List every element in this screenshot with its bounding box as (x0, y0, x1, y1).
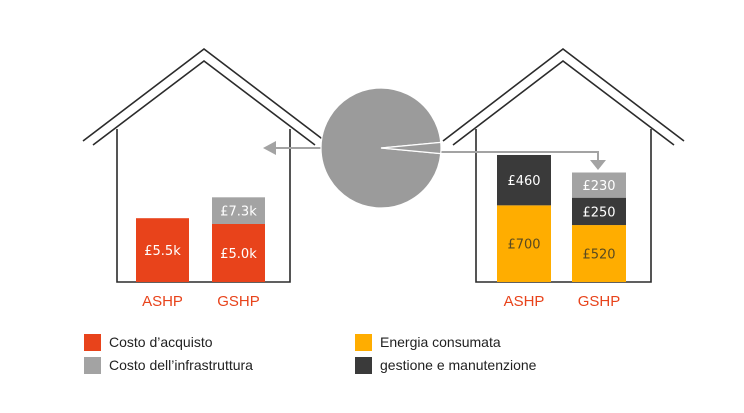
right-bar-chart: £700 £460 ASHP £520 £250 £230 GSHP (497, 154, 626, 310)
bar-gshp-infrastructure (212, 197, 265, 224)
bar-label-ashp-purchase: £5.5k (144, 244, 181, 259)
left-arrowhead (263, 141, 276, 155)
pie-chart (320, 87, 442, 209)
left-house-roof-inner (92, 59, 316, 146)
right-house-roof-outer (442, 47, 685, 142)
bar-gshp-energy (572, 225, 626, 282)
right-house-roof-inner (452, 59, 675, 146)
category-label-right-gshp: GSHP (578, 293, 621, 310)
category-label-left-gshp: GSHP (217, 293, 260, 310)
bar-ashp-purchase (136, 218, 189, 282)
left-house-roof-outer (82, 47, 326, 142)
right-arrow-line (440, 151, 599, 162)
bar-label-gshp-purchase: £5.0k (220, 247, 257, 262)
right-house (442, 47, 685, 283)
pie-slice-sliver (380, 141, 442, 155)
bar-label-gshp-energy: £520 (582, 248, 615, 263)
category-label-right-ashp: ASHP (504, 293, 545, 310)
category-label-left-ashp: ASHP (142, 293, 183, 310)
bar-label-gshp-maintenance: £250 (582, 205, 615, 220)
pie-slice-main (320, 87, 442, 209)
bar-gshp-infrastructure (572, 172, 626, 198)
connector-arrows (263, 141, 606, 170)
left-house (82, 47, 326, 283)
bar-label-gshp-infrastructure: £7.3k (220, 205, 257, 220)
right-house-walls (475, 129, 652, 283)
left-bar-chart: £5.5k ASHP £5.0k £7.3k GSHP (136, 197, 265, 310)
bar-gshp-maintenance (572, 197, 626, 226)
bar-label-ashp-maintenance: £460 (507, 174, 540, 189)
right-arrowhead (590, 160, 606, 170)
bar-ashp-maintenance (497, 154, 551, 206)
left-house-walls (116, 129, 291, 283)
bar-ashp-energy (497, 205, 551, 282)
bar-label-gshp-infrastructure: £230 (582, 179, 615, 194)
bar-label-ashp-energy: £700 (507, 238, 540, 253)
bar-gshp-purchase (212, 224, 265, 282)
